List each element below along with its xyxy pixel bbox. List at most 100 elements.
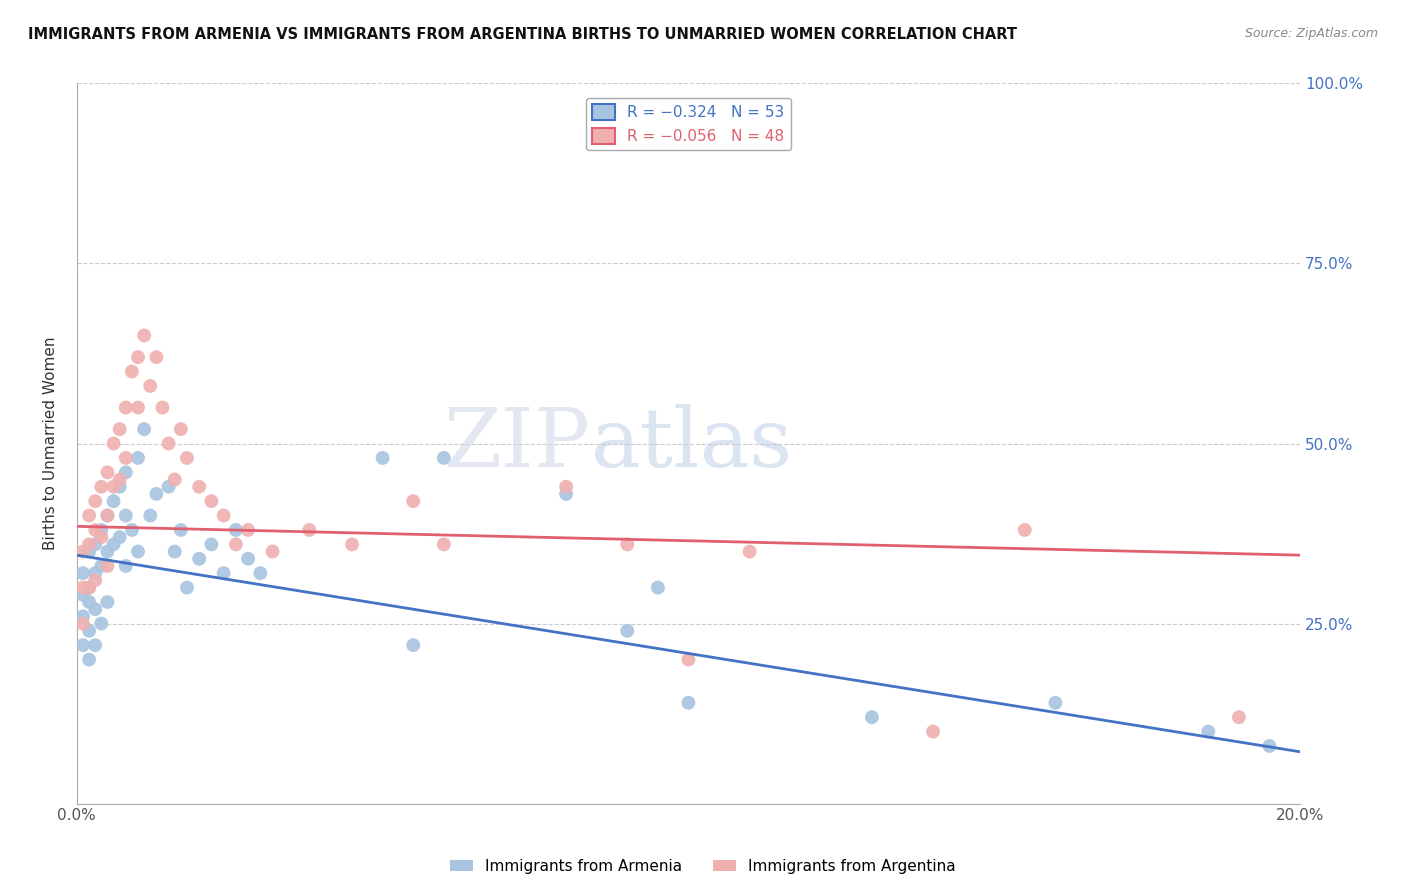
Point [555,487,578,501]
Point [114,508,136,523]
Point [1258,739,1281,753]
Point [84,494,107,508]
Point [371,450,394,465]
Point [77,544,100,558]
Point [1014,523,1036,537]
Point [127,401,149,415]
Point [212,508,235,523]
Point [114,450,136,465]
Point [90,558,112,573]
Point [176,450,198,465]
Point [84,602,107,616]
Point [163,473,186,487]
Point [77,624,100,638]
Point [922,724,945,739]
Point [433,537,456,551]
Point [170,523,193,537]
Point [72,588,94,602]
Point [77,581,100,595]
Point [139,508,162,523]
Point [860,710,883,724]
Text: Source: ZipAtlas.com: Source: ZipAtlas.com [1244,27,1378,40]
Point [77,652,100,666]
Point [72,616,94,631]
Point [90,616,112,631]
Point [96,508,118,523]
Point [114,401,136,415]
Point [298,523,321,537]
Point [134,422,156,436]
Point [225,523,247,537]
Point [1227,710,1250,724]
Point [249,566,271,581]
Point [72,544,94,558]
Point [114,558,136,573]
Text: ZIP: ZIP [443,403,591,483]
Point [96,508,118,523]
Point [96,595,118,609]
Point [127,450,149,465]
Point [72,638,94,652]
Point [176,581,198,595]
Point [114,466,136,480]
Point [170,422,193,436]
Point [212,566,235,581]
Point [84,523,107,537]
Point [433,450,456,465]
Point [96,544,118,558]
Point [134,328,156,343]
Point [103,480,125,494]
Y-axis label: Births to Unmarried Women: Births to Unmarried Women [44,337,58,550]
Point [84,638,107,652]
Point [139,379,162,393]
Point [647,581,669,595]
Point [188,480,211,494]
Point [555,480,578,494]
Point [121,523,143,537]
Point [157,480,180,494]
Point [72,609,94,624]
Point [90,530,112,544]
Point [188,551,211,566]
Point [127,350,149,364]
Point [77,595,100,609]
Point [84,537,107,551]
Point [77,508,100,523]
Point [402,494,425,508]
Point [84,566,107,581]
Point [90,480,112,494]
Point [678,652,700,666]
Point [616,624,638,638]
Point [157,436,180,450]
Point [72,566,94,581]
Point [262,544,284,558]
Point [200,537,222,551]
Point [163,544,186,558]
Point [90,523,112,537]
Text: atlas: atlas [591,403,793,483]
Point [108,530,131,544]
Point [236,551,259,566]
Point [103,436,125,450]
Point [127,544,149,558]
Point [108,422,131,436]
Point [103,494,125,508]
Point [121,364,143,378]
Point [1045,696,1067,710]
Point [616,537,638,551]
Legend: R = −0.324   N = 53, R = −0.056   N = 48: R = −0.324 N = 53, R = −0.056 N = 48 [586,98,790,150]
Point [152,401,174,415]
Point [77,581,100,595]
Point [145,487,167,501]
Point [200,494,222,508]
Point [103,537,125,551]
Point [145,350,167,364]
Point [738,544,761,558]
Point [96,558,118,573]
Point [1197,724,1219,739]
Point [225,537,247,551]
Point [84,574,107,588]
Point [402,638,425,652]
Point [108,480,131,494]
Point [236,523,259,537]
